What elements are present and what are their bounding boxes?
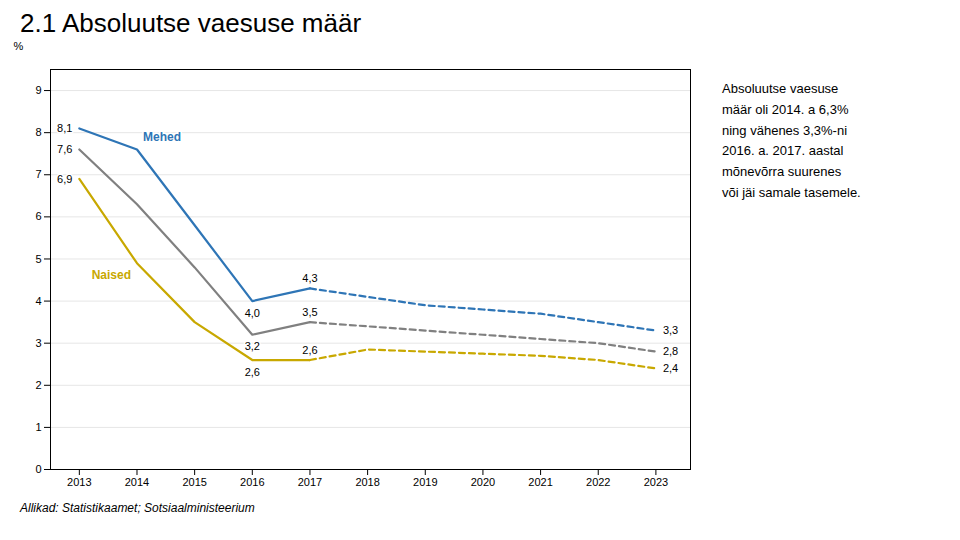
svg-text:8,1: 8,1 xyxy=(57,122,72,134)
svg-text:3,3: 3,3 xyxy=(663,324,678,336)
svg-text:3,5: 3,5 xyxy=(302,306,317,318)
svg-text:4: 4 xyxy=(35,295,41,307)
svg-text:5: 5 xyxy=(35,252,41,264)
svg-text:2022: 2022 xyxy=(586,476,610,488)
svg-text:3,2: 3,2 xyxy=(245,340,260,352)
html-text:Allikad: Statistikaamet; Sotsi: Allikad: Statistikaamet; Sotsiaalministe… xyxy=(20,501,255,515)
svg-text:2015: 2015 xyxy=(182,476,206,488)
svg-text:2: 2 xyxy=(35,379,41,391)
html-text:Absoluutse vaesuse määr oli 20: Absoluutse vaesuse määr oli 2014. a 6,3%… xyxy=(722,81,861,200)
svg-text:3: 3 xyxy=(35,337,41,349)
svg-text:8: 8 xyxy=(35,126,41,138)
svg-text:2013: 2013 xyxy=(67,476,91,488)
svg-text:4,0: 4,0 xyxy=(245,307,260,319)
svg-text:4,3: 4,3 xyxy=(302,272,317,284)
svg-text:1: 1 xyxy=(35,421,41,433)
svg-text:2,6: 2,6 xyxy=(245,366,260,378)
svg-text:2,4: 2,4 xyxy=(663,362,678,374)
svg-text:2018: 2018 xyxy=(355,476,379,488)
svg-text:0: 0 xyxy=(35,463,41,475)
svg-text:6: 6 xyxy=(35,210,41,222)
svg-text:2,6: 2,6 xyxy=(302,344,317,356)
svg-text:2017: 2017 xyxy=(298,476,322,488)
html-text:2.1 Absoluutse vaesuse määr: 2.1 Absoluutse vaesuse määr xyxy=(20,8,362,38)
svg-text:7,6: 7,6 xyxy=(57,143,72,155)
svg-text:Mehed: Mehed xyxy=(143,130,181,144)
svg-text:2020: 2020 xyxy=(471,476,495,488)
svg-text:2021: 2021 xyxy=(528,476,552,488)
svg-text:6,9: 6,9 xyxy=(57,172,72,184)
svg-text:2,8: 2,8 xyxy=(663,345,678,357)
svg-text:9: 9 xyxy=(35,84,41,96)
svg-text:2016: 2016 xyxy=(240,476,264,488)
svg-text:Naised: Naised xyxy=(92,268,131,282)
svg-text:2019: 2019 xyxy=(413,476,437,488)
svg-text:2023: 2023 xyxy=(644,476,668,488)
svg-text:2014: 2014 xyxy=(125,476,149,488)
svg-text:%: % xyxy=(14,40,24,52)
svg-text:7: 7 xyxy=(35,168,41,180)
